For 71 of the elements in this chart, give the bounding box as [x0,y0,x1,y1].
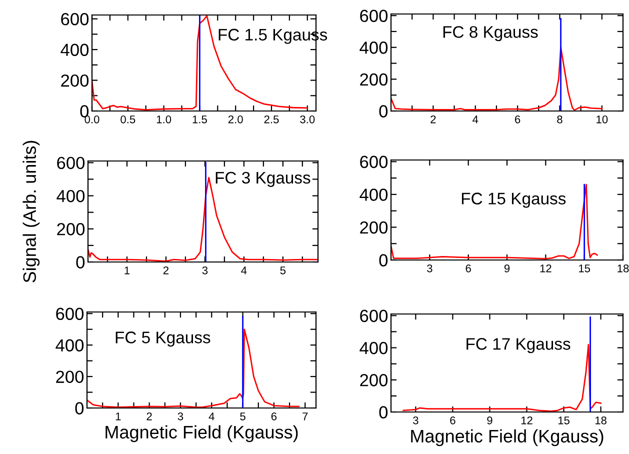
x-tick-label: 0.0 [84,115,100,124]
x-tick-label: 12 [521,416,532,424]
x-tick-label: 1 [124,266,130,274]
x-tick-label: 7 [302,412,308,420]
x-tick-label: 6 [450,416,456,424]
y-tick-label: 0 [75,402,84,414]
annotation: FC 3 Kgauss [216,172,310,187]
x-tick-label: 3 [413,416,418,424]
y-tick-label: 0 [80,105,89,118]
x-tick-label: 5 [280,266,286,274]
annotation: FC 15 Kgauss [462,192,566,208]
y-tick-label: 200 [61,74,89,87]
annotation: FC 8 Kgauss [443,26,538,42]
x-tick-label: 3 [178,412,184,420]
line-series [391,46,603,111]
y-tick-label: 400 [56,339,84,352]
x-tick-label: 2 [146,412,152,420]
y-tick-label: 600 [56,308,84,320]
x-tick-label: 2 [163,266,168,274]
y-tick-label: 0 [379,105,388,118]
x-tick-label: 0.5 [120,115,136,124]
x-tick-label: 9 [487,416,492,424]
x-axis-title: Magnetic Field (Kgauss) [411,429,604,446]
y-tick-label: 600 [360,310,388,322]
x-axis-title: Magnetic Field (Kgauss) [106,425,298,442]
annotation: FC 5 Kgauss [116,332,210,347]
x-tick-label: 2.5 [264,115,279,124]
y-tick-label: 600 [57,156,85,170]
y-tick-label: 200 [360,221,388,234]
y-tick-label: 200 [360,374,388,386]
x-tick-label: 18 [595,416,606,424]
x-tick-label: 5 [240,412,246,420]
x-tick-label: 6 [466,264,471,272]
x-tick-label: 12 [540,264,552,272]
line-series [391,184,598,260]
x-tick-label: 15 [558,416,570,424]
x-tick-label: 9 [504,264,510,272]
y-tick-label: 600 [61,13,89,26]
x-tick-label: 10 [596,115,608,124]
x-tick-label: 1 [116,412,121,420]
x-tick-label: 6 [515,115,520,124]
y-tick-label: 600 [360,10,388,22]
y-tick-label: 400 [360,42,388,54]
y-tick-label: 200 [57,223,85,236]
y-tick-label: 200 [360,73,388,86]
x-tick-label: 4 [208,412,214,420]
x-tick-label: 15 [579,264,590,272]
y-axis-title: Signal (Arb. units) [22,140,40,282]
y-tick-label: 400 [56,190,85,202]
y-tick-label: 600 [360,156,388,168]
line-series [87,328,300,408]
y-tick-label: 0 [379,406,388,418]
x-tick-label: 1.0 [156,115,172,124]
y-tick-label: 200 [56,370,84,383]
x-tick-label: 3.0 [300,115,315,124]
x-tick-label: 6 [271,412,277,420]
x-tick-label: 4 [241,266,247,274]
y-tick-label: 400 [60,44,89,56]
x-tick-label: 2 [430,115,436,124]
annotation: FC 17 Kgauss [466,338,570,354]
x-tick-label: 18 [618,264,629,272]
x-tick-label: 3 [427,264,432,272]
y-tick-label: 400 [360,342,388,354]
y-tick-label: 400 [360,188,388,201]
x-tick-label: 8 [557,115,562,124]
x-tick-label: 3 [202,266,208,274]
y-tick-label: 0 [76,256,85,268]
x-tick-label: 4 [472,116,478,124]
x-tick-label: 1.5 [192,116,207,124]
y-tick-label: 0 [379,254,388,266]
x-tick-label: 2.0 [228,115,243,124]
